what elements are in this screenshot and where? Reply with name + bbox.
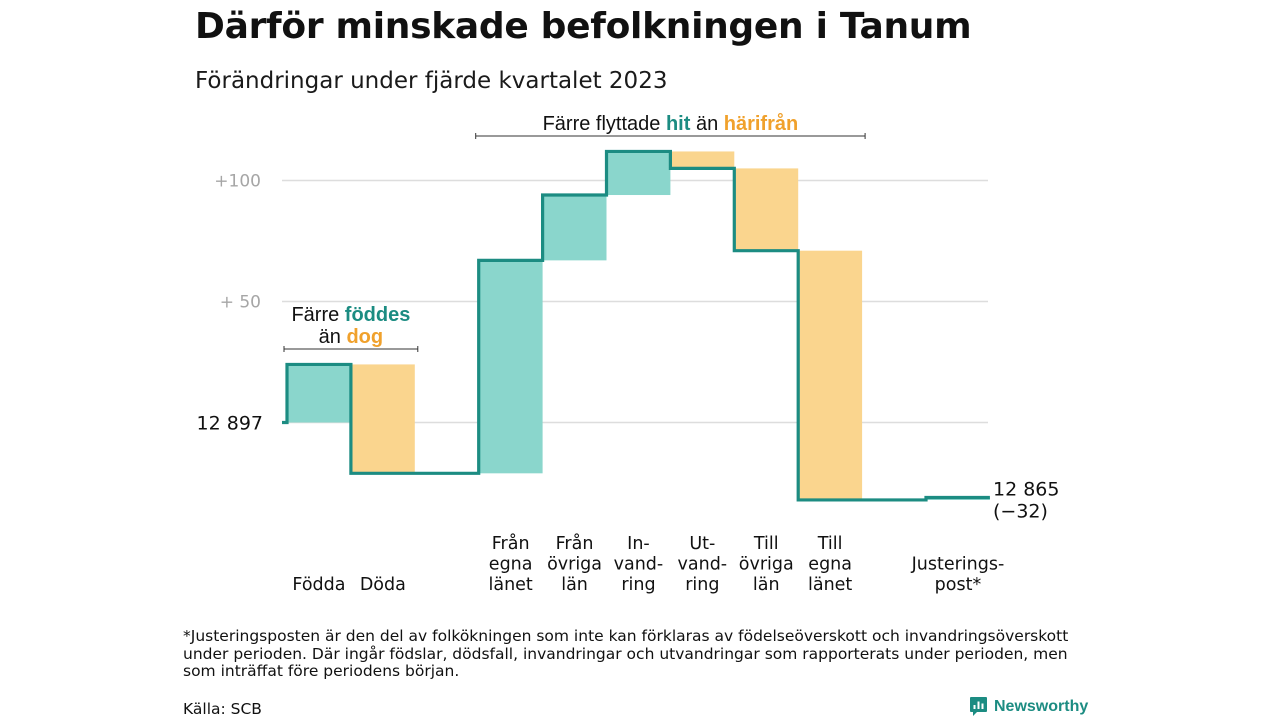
- category-label: Ut-: [689, 534, 715, 554]
- bar-7: [670, 151, 735, 169]
- bar-5: [542, 195, 607, 261]
- bar-8: [734, 168, 799, 251]
- page-title: Därför minskade befolkningen i Tanum: [195, 6, 972, 47]
- brand-logo: Newsworthy: [969, 696, 1088, 717]
- bar-9: [798, 250, 863, 500]
- bar-6: [606, 151, 671, 196]
- category-label: post*: [935, 575, 982, 595]
- category-label: ring: [685, 575, 719, 595]
- category-label: vand-: [614, 555, 664, 575]
- category-label: Från: [492, 533, 530, 554]
- page-subtitle: Förändringar under fjärde kvartalet 2023: [195, 68, 668, 94]
- y-tick-label: + 50: [220, 293, 261, 313]
- newsworthy-logo-icon: [970, 697, 987, 716]
- category-label: län: [561, 575, 588, 595]
- category-label: egna: [489, 555, 533, 575]
- brand-name: Newsworthy: [994, 697, 1089, 715]
- annotation-births-text: än dog: [319, 326, 383, 348]
- category-label: Till: [817, 534, 843, 554]
- category-label: län: [753, 575, 780, 595]
- bar-4: [478, 260, 543, 474]
- category-label: In-: [627, 534, 650, 554]
- bar-2: [350, 364, 415, 474]
- category-label: Från: [556, 533, 594, 554]
- category-label: övriga: [547, 555, 602, 575]
- category-label: vand-: [678, 555, 728, 575]
- category-label: Döda: [360, 575, 406, 595]
- start-value-label: 12 897: [197, 413, 263, 435]
- bar-1: [287, 364, 351, 423]
- category-label: övriga: [739, 555, 794, 575]
- end-value-label: (−32): [993, 501, 1048, 523]
- source-note: Källa: SCB: [183, 700, 262, 718]
- category-label: Till: [753, 534, 779, 554]
- category-label: egna: [808, 555, 852, 575]
- category-label: länet: [808, 575, 852, 595]
- y-tick-label: +100: [214, 172, 261, 192]
- annotation-moves-text: Färre flyttade hit än härifrån: [543, 112, 799, 135]
- category-label: Justerings-: [911, 555, 1005, 575]
- category-label: länet: [488, 575, 532, 595]
- annotation-births-text: Färre föddes: [291, 304, 410, 326]
- category-label: ring: [621, 575, 655, 595]
- category-label: Födda: [292, 575, 345, 595]
- footnote: *Justeringsposten är den del av folkökni…: [183, 627, 1069, 680]
- end-value-label: 12 865: [993, 479, 1059, 501]
- cumulative-step-line: [282, 149, 990, 502]
